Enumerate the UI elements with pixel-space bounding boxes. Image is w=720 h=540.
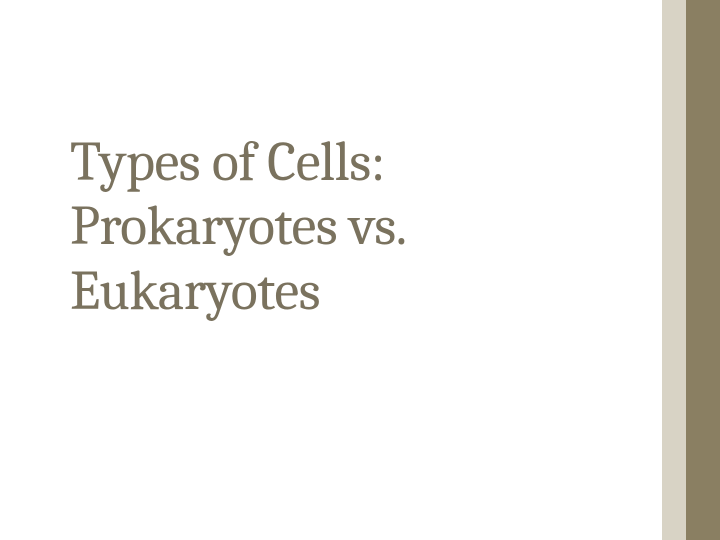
sidebar-accent-light xyxy=(662,0,686,540)
content-area: Types of Cells: Prokaryotes vs. Eukaryot… xyxy=(0,0,662,540)
sidebar-accent-dark xyxy=(686,0,720,540)
presentation-slide: Types of Cells: Prokaryotes vs. Eukaryot… xyxy=(0,0,720,540)
decorative-sidebar xyxy=(662,0,720,540)
slide-title: Types of Cells: Prokaryotes vs. Eukaryot… xyxy=(70,130,632,323)
